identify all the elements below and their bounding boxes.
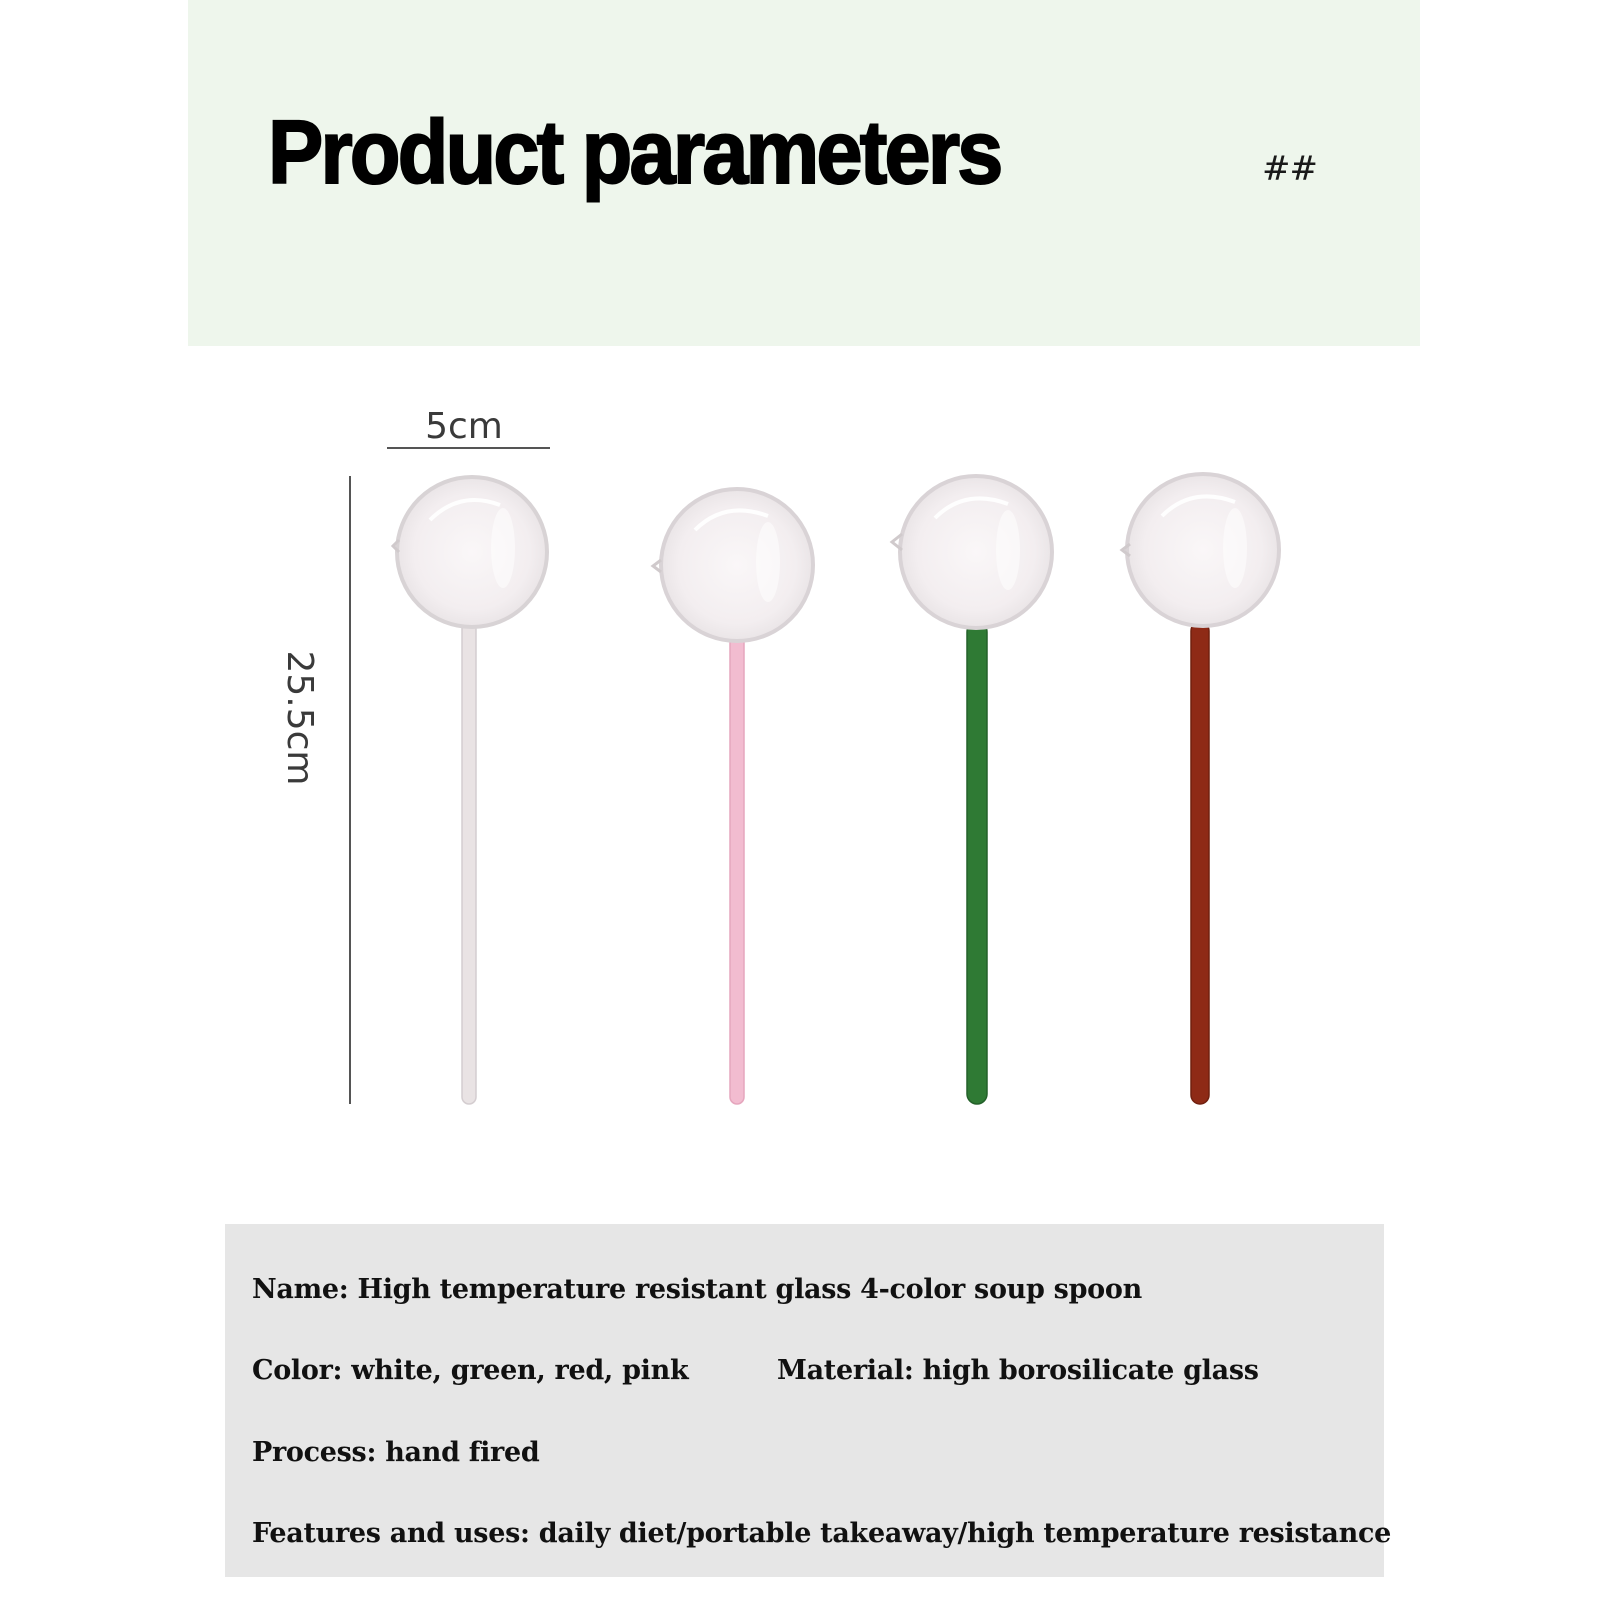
page-title: Product parameters — [267, 103, 1004, 203]
spoon-pink — [650, 487, 815, 1105]
header-banner: Product parameters ## — [188, 0, 1420, 346]
header-mark: ## — [1262, 149, 1318, 189]
spoon-green — [889, 474, 1054, 1105]
height-dimension: 25.5cm — [279, 476, 351, 1104]
spec-material: Material: high borosilicate glass — [777, 1355, 1259, 1386]
spoon-stem — [461, 617, 477, 1105]
height-dimension-label: 25.5cm — [279, 650, 320, 785]
spec-name: Name: High temperature resistant glass 4… — [252, 1274, 1142, 1305]
spoon-stem — [1190, 621, 1210, 1105]
spec-features: Features and uses: daily diet/portable t… — [252, 1518, 1391, 1549]
spoon-red — [1119, 472, 1281, 1105]
spoon-stem — [966, 621, 988, 1105]
product-figure: 5cm 25.5cm — [279, 406, 1281, 1105]
spec-panel: Name: High temperature resistant glass 4… — [225, 1224, 1391, 1577]
width-dimension-label: 5cm — [425, 406, 503, 447]
spec-color: Color: white, green, red, pink — [252, 1355, 689, 1386]
spec-process: Process: hand fired — [252, 1437, 540, 1468]
spoon-white — [390, 475, 549, 1105]
width-dimension: 5cm — [387, 406, 550, 449]
spoon-stem — [729, 631, 745, 1105]
